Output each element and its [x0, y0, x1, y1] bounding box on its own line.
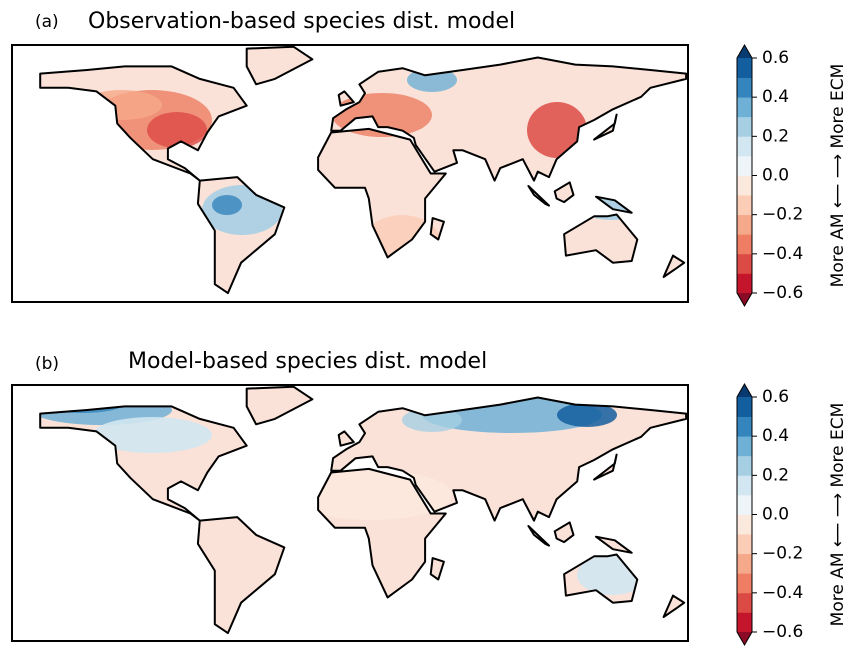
- colorbar-tick-label: 0.0: [762, 166, 789, 186]
- colorbar-band: [737, 436, 752, 457]
- colorbar-band: [737, 553, 752, 574]
- colorbar-band: [737, 155, 752, 176]
- colorbar-tick-label: −0.2: [762, 205, 803, 225]
- colorbar-band: [737, 253, 752, 274]
- colorbar: −0.6 −0.4 −0.2 0.0 0.2 0.4 0.6 More AM ⟵ ⟶ More…: [736, 43, 848, 308]
- colorbar-tick-label: 0.4: [762, 426, 789, 446]
- colorbar-tick-label: 0.2: [762, 126, 789, 146]
- colorbar-label: More AM ⟵ ⟶ More ECM: [828, 64, 848, 288]
- colorbar-band: [737, 195, 752, 216]
- colorbar-band: [737, 214, 752, 235]
- colorbar-tick-label: −0.4: [762, 583, 803, 603]
- panel-title: Observation-based species dist. model: [88, 9, 515, 34]
- colorbar-tick-label: 0.2: [762, 465, 789, 485]
- colorbar-band: [737, 273, 752, 294]
- colorbar-tick-label: −0.4: [762, 244, 803, 264]
- colorbar-tick-label: −0.6: [762, 622, 803, 642]
- colorbar-tick-label: 0.0: [762, 505, 789, 525]
- colorbar-band: [737, 475, 752, 496]
- colorbar-band: [737, 592, 752, 613]
- colorbar-band: [737, 416, 752, 437]
- colorbar-band: [737, 455, 752, 476]
- colorbar-extend-under: [737, 632, 752, 645]
- colorbar-tick-label: 0.6: [762, 387, 789, 407]
- colorbar-band: [737, 494, 752, 515]
- colorbar-band: [737, 234, 752, 255]
- colorbar-band: [737, 573, 752, 594]
- map: [11, 384, 689, 642]
- colorbar-band: [737, 612, 752, 633]
- colorbar-band: [737, 175, 752, 196]
- colorbar-band: [737, 136, 752, 157]
- colorbar-tick-label: 0.4: [762, 87, 789, 107]
- colorbar-tick-label: −0.2: [762, 544, 803, 564]
- panel-label: (b): [35, 354, 59, 374]
- colorbar-band: [737, 397, 752, 417]
- colorbar-extend-under: [737, 293, 752, 306]
- coastline: [39, 385, 688, 635]
- colorbar-band: [737, 58, 752, 78]
- colorbar-band: [737, 534, 752, 555]
- coastline: [39, 45, 688, 295]
- colorbar-band: [737, 514, 752, 535]
- colorbar-band: [737, 77, 752, 98]
- map: [11, 44, 689, 303]
- panel-label: (a): [35, 12, 59, 32]
- colorbar-label: More AM ⟵ ⟶ More ECM: [828, 403, 848, 627]
- colorbar-band: [737, 116, 752, 137]
- colorbar-tick-label: 0.6: [762, 48, 789, 68]
- colorbar-band: [737, 97, 752, 118]
- panel-title: Model-based species dist. model: [128, 349, 487, 374]
- colorbar: −0.6 −0.4 −0.2 0.0 0.2 0.4 0.6 More AM ⟵ ⟶ More…: [736, 382, 848, 647]
- colorbar-extend-over: [737, 45, 752, 58]
- colorbar-extend-over: [737, 384, 752, 397]
- colorbar-tick-label: −0.6: [762, 283, 803, 303]
